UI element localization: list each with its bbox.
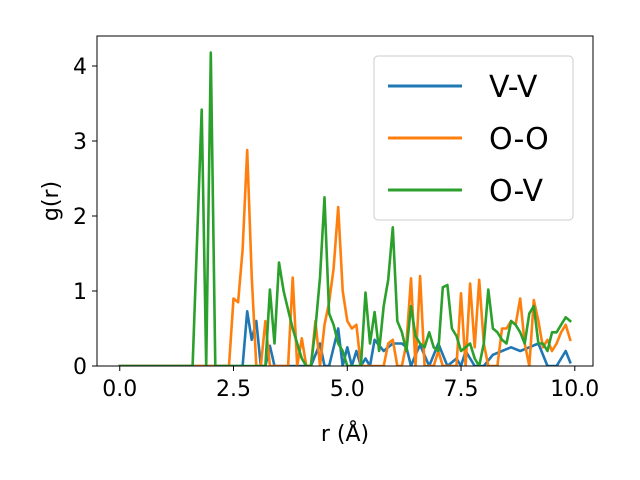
legend-label: O-V <box>489 174 544 209</box>
y-axis-label: g(r) <box>39 181 64 221</box>
x-tick-label: 7.5 <box>444 377 479 402</box>
y-tick-label: 0 <box>73 355 87 380</box>
series-layer <box>118 51 573 366</box>
y-tick-label: 4 <box>73 55 87 80</box>
x-axis: 0.0 2.5 5.0 7.5 10.0 <box>102 366 599 402</box>
series-line-v-v <box>118 309 572 366</box>
legend-label: V-V <box>489 70 538 105</box>
x-axis-label: r (Å) <box>321 420 369 447</box>
x-tick-label: 0.0 <box>102 377 137 402</box>
plot-frame <box>96 35 594 367</box>
series-line-o-v <box>118 51 573 366</box>
y-tick-label: 3 <box>73 130 87 155</box>
y-tick-label: 2 <box>73 205 87 230</box>
y-axis: 0 1 2 3 4 <box>73 55 97 380</box>
x-tick-label: 5.0 <box>330 377 365 402</box>
legend: V-V O-O O-V <box>373 55 574 221</box>
x-tick-label: 2.5 <box>216 377 251 402</box>
x-tick-label: 10.0 <box>550 377 599 402</box>
legend-label: O-O <box>489 122 549 157</box>
legend-box <box>373 55 574 221</box>
y-tick-label: 1 <box>73 280 87 305</box>
